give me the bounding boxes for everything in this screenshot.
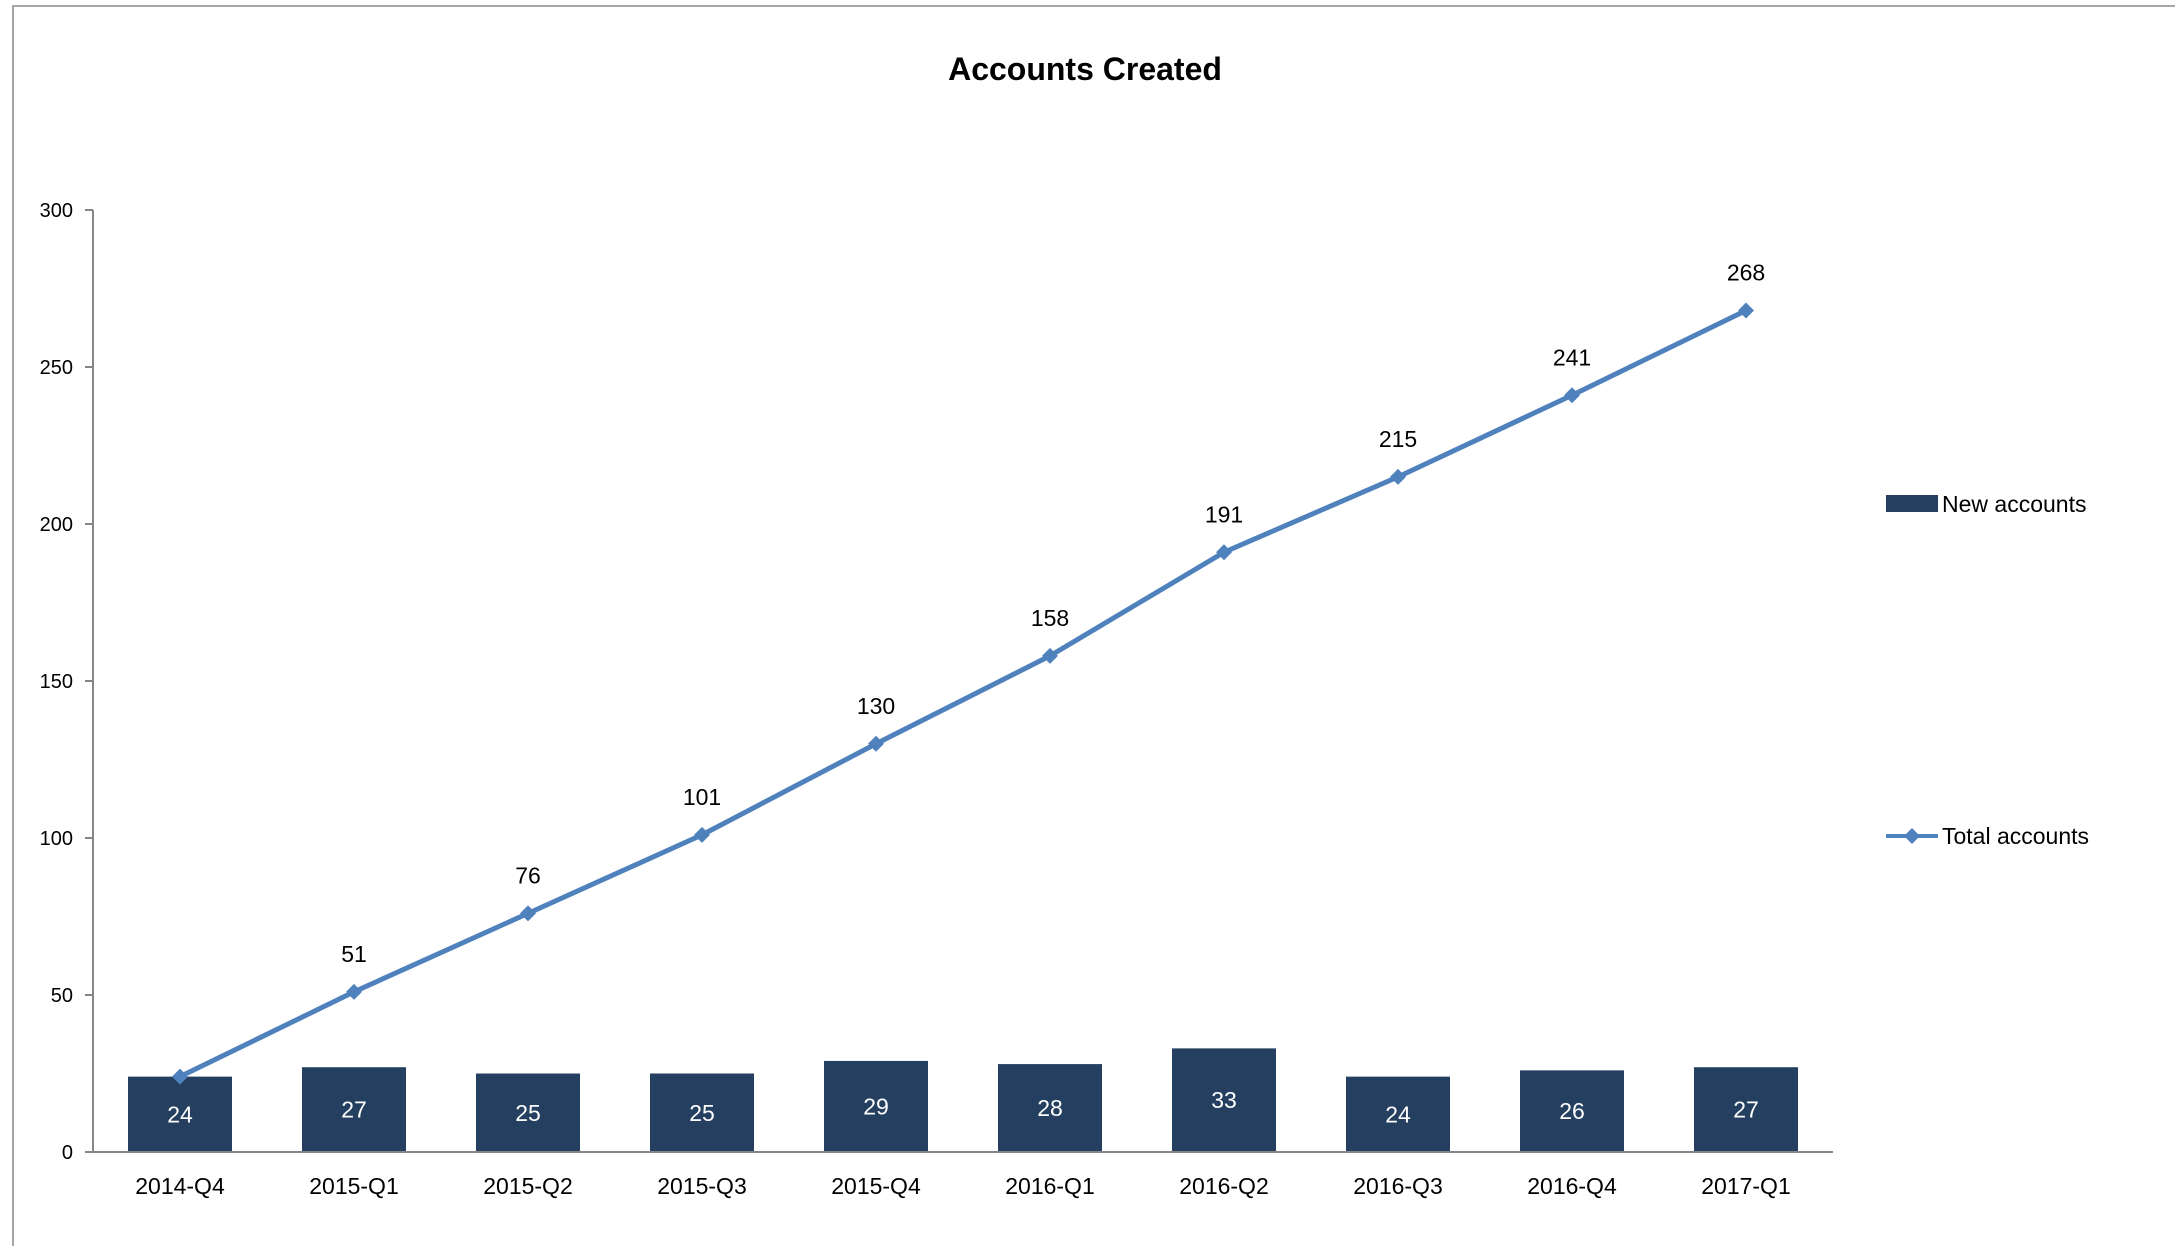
x-tick-label: 2015-Q2 (483, 1173, 573, 1199)
line-data-label: 241 (1553, 344, 1591, 370)
bar-new-accounts (998, 1064, 1102, 1152)
line-data-label: 215 (1379, 426, 1417, 452)
x-tick-label: 2016-Q3 (1353, 1173, 1443, 1199)
line-point-marker (346, 983, 362, 1000)
line-data-label: 158 (1031, 605, 1069, 631)
bar-new-accounts (1346, 1076, 1450, 1152)
y-tick-label: 250 (40, 357, 73, 379)
bar-data-label: 27 (341, 1097, 367, 1123)
line-point-marker (172, 1068, 188, 1085)
bar-data-label: 26 (1559, 1098, 1585, 1124)
legend-label-new-accounts: New accounts (1942, 491, 2086, 517)
bar-data-label: 25 (515, 1100, 541, 1126)
x-tick-label: 2017-Q1 (1701, 1173, 1791, 1199)
y-tick-label: 200 (40, 514, 73, 536)
bar-data-label: 33 (1211, 1087, 1237, 1113)
y-tick-label: 100 (40, 828, 73, 850)
line-data-label: 191 (1205, 501, 1243, 527)
y-axis: 0 50 100 150 200 250 300 (40, 200, 94, 1164)
legend-label-total-accounts: Total accounts (1942, 823, 2089, 849)
line-point-marker (1738, 302, 1754, 319)
bar-new-accounts (128, 1076, 232, 1152)
bar-new-accounts (476, 1073, 580, 1152)
line-point-marker (520, 905, 536, 922)
chart-title: Accounts Created (948, 51, 1222, 87)
y-tick-label: 150 (40, 671, 73, 693)
line-point-marker (1042, 647, 1058, 664)
line-data-label: 51 (341, 941, 367, 967)
y-tick-label: 0 (62, 1142, 73, 1164)
bars-new-accounts: 24 27 25 25 29 28 33 24 26 27 (128, 1048, 1798, 1152)
bar-new-accounts (650, 1073, 754, 1152)
y-tick-label: 50 (51, 985, 73, 1007)
x-tick-label: 2016-Q1 (1005, 1173, 1095, 1199)
line-data-label: 130 (857, 693, 895, 719)
legend-item-total-accounts: Total accounts (1886, 823, 2089, 849)
bar-new-accounts (1172, 1048, 1276, 1152)
bar-data-label: 25 (689, 1100, 715, 1126)
line-total-accounts: 51 76 101 130 158 191 215 241 268 (172, 259, 1765, 1085)
line-point-marker (1390, 468, 1406, 485)
x-tick-label: 2016-Q4 (1527, 1173, 1617, 1199)
bar-data-label: 27 (1733, 1097, 1759, 1123)
x-axis: 2014-Q4 2015-Q1 2015-Q2 2015-Q3 2015-Q4 2016-… (93, 1151, 1833, 1199)
y-tick-label: 300 (40, 200, 73, 222)
line-data-label: 76 (515, 862, 541, 888)
legend-swatch-new-accounts (1886, 495, 1938, 512)
legend-marker-total-accounts (1904, 828, 1920, 844)
line-point-marker (694, 826, 710, 843)
x-tick-label: 2016-Q2 (1179, 1173, 1269, 1199)
legend: New accounts Total accounts (1886, 491, 2089, 849)
line-data-label: 268 (1727, 259, 1765, 285)
x-tick-label: 2015-Q4 (831, 1173, 921, 1199)
line-data-label: 101 (683, 784, 721, 810)
line-point-marker (1216, 544, 1232, 561)
bar-data-label: 29 (863, 1093, 889, 1119)
bar-new-accounts (1520, 1070, 1624, 1152)
line-point-marker (868, 735, 884, 752)
bar-new-accounts (1694, 1067, 1798, 1152)
x-tick-label: 2014-Q4 (135, 1173, 225, 1199)
legend-item-new-accounts: New accounts (1886, 491, 2086, 517)
bar-data-label: 24 (167, 1101, 193, 1127)
line-point-marker (1564, 387, 1580, 404)
bar-new-accounts (302, 1067, 406, 1152)
line-total-accounts-path (178, 308, 1748, 1079)
x-tick-label: 2015-Q1 (309, 1173, 399, 1199)
bar-new-accounts (824, 1060, 928, 1152)
chart-border (12, 5, 2175, 1246)
bar-data-label: 24 (1385, 1101, 1411, 1127)
bar-data-label: 28 (1037, 1095, 1063, 1121)
x-tick-label: 2015-Q3 (657, 1173, 747, 1199)
